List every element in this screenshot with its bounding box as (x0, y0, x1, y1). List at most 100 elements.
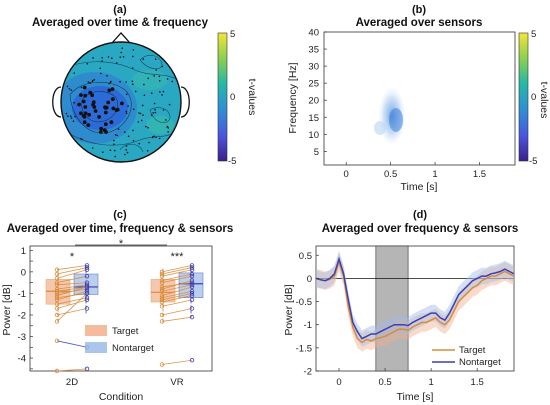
significant-sensor (114, 108, 119, 112)
sensor (127, 105, 129, 107)
sensor (132, 49, 135, 51)
panel-b-cbar-tick-bottom: -5 (529, 156, 537, 167)
sensor (73, 101, 75, 104)
sensor (138, 112, 140, 114)
sensor (116, 134, 118, 137)
significant-sensor (99, 126, 104, 131)
sensor (134, 90, 137, 93)
significant-sensor (107, 88, 112, 93)
panel-b-xtick-label: 1.5 (473, 169, 486, 180)
panel-d-letter: (d) (413, 209, 427, 221)
panel-c: (c) Averaged over time, frequency & sens… (1, 209, 233, 403)
highlight-window (375, 245, 409, 372)
sensor (124, 153, 126, 156)
pair-line (161, 280, 193, 290)
panel-b-cbar-tick-mid: 0 (531, 92, 536, 103)
nontarget-point (84, 282, 90, 287)
nontarget-point (189, 263, 195, 268)
sensor (92, 57, 94, 59)
significant-sensor (82, 115, 87, 119)
panel-b-ticks: 0 0.5 1 1.5 40 35 30 25 20 15 10 5 (308, 28, 486, 181)
sensor (70, 89, 73, 91)
sensor (80, 86, 83, 89)
panel-b-cbar-label: t-values (538, 82, 550, 119)
nontarget-point (84, 267, 90, 272)
panel-c-title: Averaged over time, frequency & sensors (7, 223, 233, 235)
sensor (115, 62, 118, 64)
pair-line (56, 275, 88, 284)
head-outline (60, 41, 182, 163)
nontarget-point (189, 271, 195, 277)
nontarget-point (84, 263, 90, 268)
sensor (162, 90, 165, 93)
sensor-dots (65, 47, 173, 158)
panel-d-ytick-label: 0.5 (299, 251, 312, 262)
panel-d-xlabel: Time [s] (397, 391, 434, 403)
sensor (121, 47, 124, 49)
panel-b-ytick-label: 30 (308, 62, 319, 73)
significant-sensor (83, 93, 88, 98)
pair-line (56, 267, 88, 275)
pair-line (161, 308, 193, 316)
sensor (171, 80, 173, 83)
significant-sensor (82, 85, 87, 90)
legend-target-label: Target (112, 326, 139, 337)
significant-sensor (93, 109, 98, 113)
pair-line (161, 316, 193, 322)
sensor (161, 65, 164, 68)
panel-c-axes (29, 245, 213, 372)
ci-band (316, 252, 514, 352)
sensor (125, 93, 128, 96)
sensor (117, 128, 120, 130)
panel-b-colorbar (518, 32, 529, 162)
panel-d-plot (316, 245, 514, 372)
sensor (167, 130, 169, 133)
sensor (145, 125, 147, 128)
sensor (89, 82, 92, 84)
pair-line (56, 308, 88, 316)
sensor (141, 104, 144, 107)
panel-c-sig-between: * (119, 238, 124, 250)
sensor (119, 56, 122, 58)
legend-nontarget-label: Nontarget (112, 343, 154, 354)
nontarget-point (84, 280, 90, 285)
significant-sensor (77, 102, 81, 107)
sensor (113, 143, 115, 146)
pair-line (161, 267, 193, 275)
panel-b-xtick-label: 1 (432, 169, 437, 180)
pair-line (56, 269, 88, 279)
sensor (150, 92, 153, 94)
target-point (54, 297, 60, 303)
sensor (125, 81, 127, 83)
sensor (69, 115, 72, 117)
panel-a-title: Averaged over time & frequency (32, 17, 209, 29)
significant-sensor (82, 120, 87, 125)
target-point (159, 280, 165, 285)
sensor (70, 117, 73, 119)
sensor (154, 58, 157, 60)
panel-b-cluster-peak (389, 108, 403, 132)
sensor (153, 75, 155, 77)
panel-b-title: Averaged over sensors (356, 17, 483, 29)
panel-c-xlabel: Condition (99, 391, 144, 403)
significant-sensor (103, 110, 108, 115)
sensor (113, 139, 115, 142)
sensor (91, 80, 94, 83)
nontarget-point (84, 289, 90, 294)
nontarget-point (84, 291, 90, 296)
panel-c-ytick-label: 0 (21, 267, 26, 278)
sensor (66, 85, 69, 88)
sensor (68, 88, 71, 90)
panel-b-ytick-label: 5 (314, 147, 319, 158)
significant-sensor (83, 105, 88, 109)
panel-a-cbar-tick-top: 5 (230, 29, 235, 40)
target-point (54, 312, 60, 318)
significant-sensor (90, 93, 95, 98)
panel-b: (b) Averaged over sensors 0 0.5 1 1.5 40 35 30… (287, 4, 550, 193)
significant-sensor (102, 128, 107, 133)
nontarget-point (189, 282, 195, 287)
sensor (153, 102, 156, 105)
pair-line (161, 359, 193, 365)
